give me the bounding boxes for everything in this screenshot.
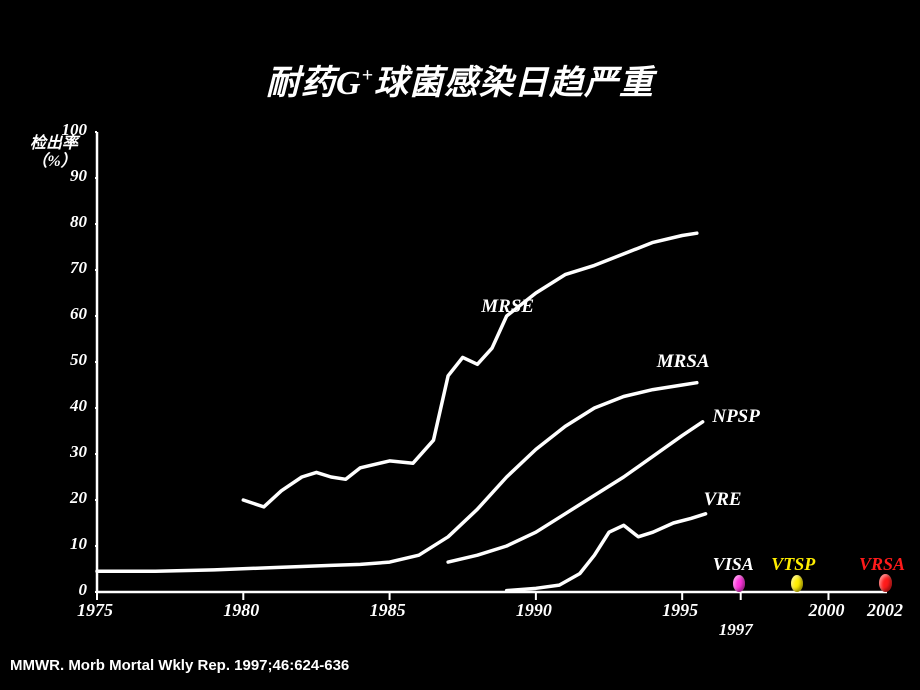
y-axis-label: 检出率 （%）	[30, 135, 78, 170]
x-tick-label: 1990	[504, 600, 564, 621]
y-tick-label: 70	[47, 258, 87, 278]
chart-title: 耐药G+球菌感染日趋严重	[0, 55, 920, 104]
series-label-mrsa: MRSA	[657, 351, 710, 373]
y-tick-label: 80	[47, 212, 87, 232]
y-tick-label: 100	[47, 120, 87, 140]
y-tick-label: 50	[47, 350, 87, 370]
x-tick-label: 1985	[358, 600, 418, 621]
title-pre: 耐药G	[266, 65, 362, 102]
y-tick-label: 60	[47, 304, 87, 324]
x-tick-label: 1995	[650, 600, 710, 621]
y-tick-label: 0	[47, 580, 87, 600]
x-tick-label: 2002	[855, 600, 915, 621]
series-label-vre: VRE	[704, 489, 742, 511]
series-label-npsp: NPSP	[712, 406, 760, 428]
citation: MMWR. Morb Mortal Wkly Rep. 1997;46:624-…	[10, 657, 349, 674]
y-tick-label: 10	[47, 534, 87, 554]
x-tick-label: 1980	[211, 600, 271, 621]
chart-svg	[95, 130, 895, 600]
y-tick-label: 40	[47, 396, 87, 416]
marker-dot-vrsa	[879, 574, 892, 592]
title-post: 球菌感染日趋严重	[374, 65, 654, 102]
y-tick-label: 90	[47, 166, 87, 186]
marker-label-vrsa: VRSA	[859, 554, 905, 575]
y-tick-label: 30	[47, 442, 87, 462]
y-tick-label: 20	[47, 488, 87, 508]
x-tick-label: 1975	[65, 600, 125, 621]
x-tick-label: 2000	[796, 600, 856, 621]
chart-area	[95, 130, 895, 605]
marker-year-visa: 1997	[719, 620, 753, 640]
series-label-mrse: MRSE	[481, 296, 534, 318]
marker-label-vtsp: VTSP	[771, 554, 815, 575]
title-sup: +	[362, 65, 374, 87]
marker-label-visa: VISA	[713, 554, 754, 575]
marker-dot-visa	[733, 575, 745, 592]
